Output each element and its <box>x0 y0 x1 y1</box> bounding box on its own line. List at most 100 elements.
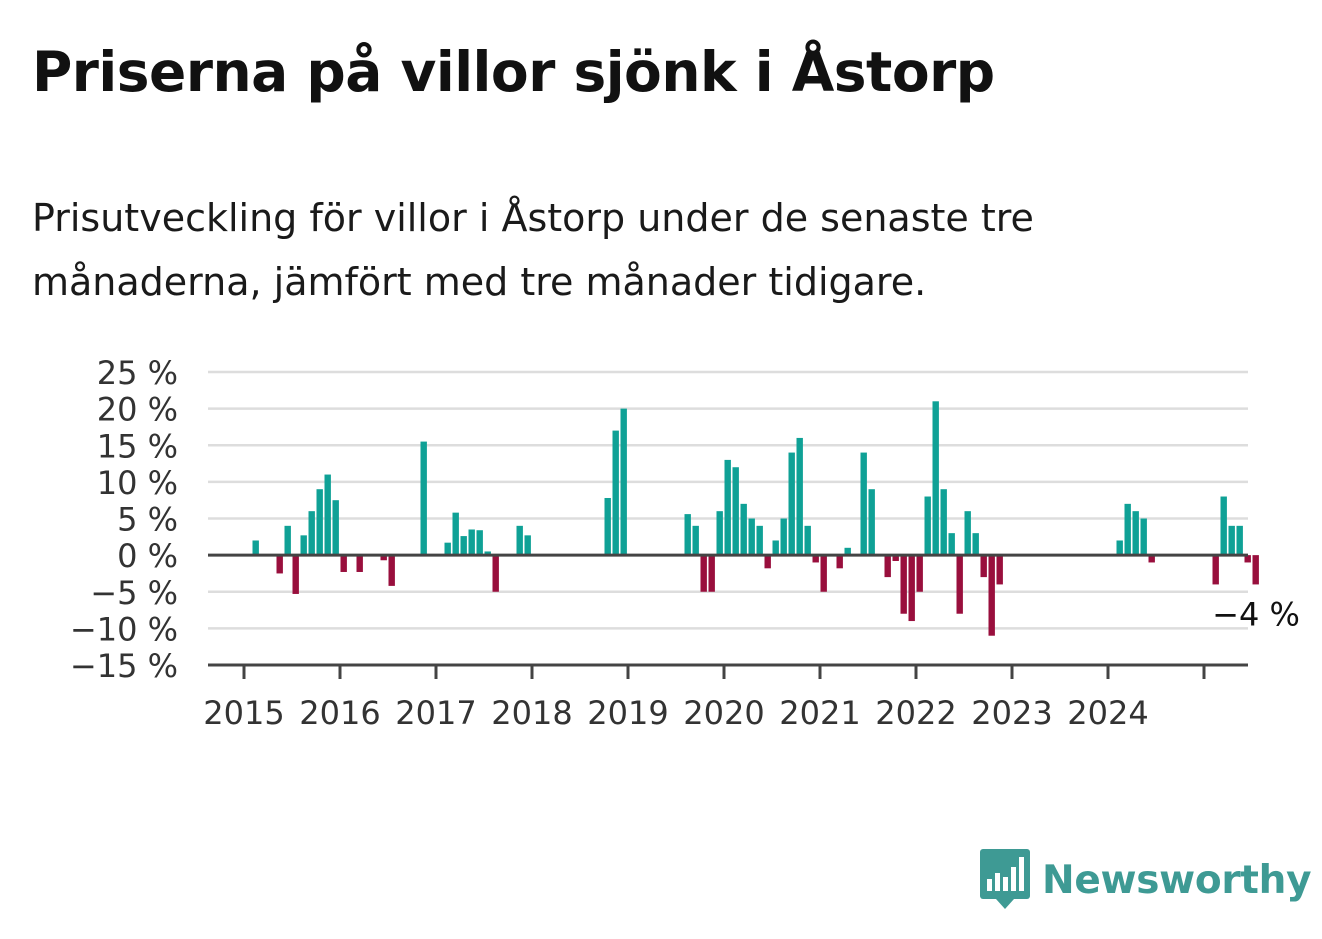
bar <box>796 437 803 556</box>
bar <box>908 555 915 622</box>
bar <box>604 497 611 556</box>
x-tick-label: 2019 <box>587 694 668 732</box>
bar <box>940 489 947 556</box>
y-tick-label: 10 % <box>97 464 178 502</box>
bar <box>476 530 483 556</box>
x-tick-label: 2021 <box>779 694 860 732</box>
bar <box>444 542 451 556</box>
bar <box>388 555 395 586</box>
brand-name: Newsworthy <box>1042 857 1312 903</box>
bar <box>748 518 755 556</box>
bar <box>460 536 467 556</box>
y-tick-label: 25 % <box>97 354 178 392</box>
bar <box>420 441 427 556</box>
bar <box>716 511 723 556</box>
bar <box>756 525 763 556</box>
bar <box>956 555 963 614</box>
bar <box>524 535 531 556</box>
bar <box>948 533 955 556</box>
bar <box>1132 511 1139 556</box>
y-tick-label: 20 % <box>97 391 178 429</box>
bar <box>700 555 707 592</box>
x-tick-label: 2023 <box>971 694 1052 732</box>
bar <box>812 555 819 563</box>
bar <box>1116 540 1123 556</box>
bar <box>308 511 315 556</box>
bar <box>276 555 283 574</box>
y-tick-label: 5 % <box>117 501 178 539</box>
bar <box>484 551 491 556</box>
bar <box>1228 525 1235 556</box>
y-tick-label: −5 % <box>90 574 178 612</box>
bar <box>324 474 331 556</box>
x-tick-label: 2016 <box>299 694 380 732</box>
bar <box>996 555 1003 585</box>
chart-title: Priserna på villor sjönk i Åstorp <box>32 40 995 104</box>
x-tick-label: 2022 <box>875 694 956 732</box>
x-tick-label: 2024 <box>1067 694 1148 732</box>
bar <box>772 540 779 556</box>
y-tick-label: 0 % <box>117 537 178 575</box>
bar <box>868 489 875 556</box>
axes <box>208 553 1248 679</box>
bar <box>900 555 907 614</box>
bar <box>764 555 771 569</box>
chart-subtitle: Prisutveckling för villor i Åstorp under… <box>32 196 1034 304</box>
bar <box>316 489 323 556</box>
bar <box>732 467 739 556</box>
bar <box>284 525 291 556</box>
bar <box>1124 503 1131 556</box>
bar <box>844 547 851 556</box>
bar <box>380 555 387 561</box>
bar <box>1140 518 1147 556</box>
y-tick-label: −15 % <box>70 647 178 685</box>
bar <box>980 555 987 578</box>
bar <box>708 555 715 592</box>
bar <box>916 555 923 592</box>
bar <box>1252 555 1259 585</box>
x-tick-label: 2020 <box>683 694 764 732</box>
bar <box>300 535 307 556</box>
bar <box>468 529 475 556</box>
bar <box>516 525 523 556</box>
bar <box>788 452 795 556</box>
bar <box>1236 525 1243 556</box>
bar <box>804 525 811 556</box>
bar <box>452 512 459 556</box>
bar <box>1244 555 1251 563</box>
last-value-label: −4 % <box>1212 595 1300 633</box>
bar <box>684 514 691 556</box>
bar <box>780 518 787 556</box>
y-tick-label: 15 % <box>97 427 178 465</box>
bar <box>836 555 843 569</box>
newsworthy-logo-icon <box>980 849 1030 909</box>
x-tick-label: 2017 <box>395 694 476 732</box>
bar <box>740 503 747 556</box>
bars <box>252 401 1259 636</box>
bar <box>988 555 995 636</box>
bar <box>356 555 363 572</box>
bar <box>892 555 899 561</box>
bar <box>332 500 339 556</box>
bar <box>292 555 299 594</box>
bar <box>340 555 347 572</box>
bar <box>1212 555 1219 585</box>
bar <box>884 555 891 578</box>
bar <box>492 555 499 592</box>
bar <box>724 459 731 556</box>
bar <box>860 452 867 556</box>
bar <box>1148 555 1155 563</box>
bar <box>692 525 699 556</box>
bar <box>932 401 939 556</box>
bar <box>620 408 627 556</box>
tick-labels: 25 %20 %15 %10 %5 %0 %−5 %−10 %−15 % 2015… <box>70 354 1300 732</box>
bar <box>972 533 979 556</box>
bar <box>964 511 971 556</box>
y-tick-label: −10 % <box>70 610 178 648</box>
bar <box>924 496 931 556</box>
bar <box>252 540 259 556</box>
x-tick-label: 2015 <box>203 694 284 732</box>
x-tick-label: 2018 <box>491 694 572 732</box>
bar <box>612 430 619 556</box>
